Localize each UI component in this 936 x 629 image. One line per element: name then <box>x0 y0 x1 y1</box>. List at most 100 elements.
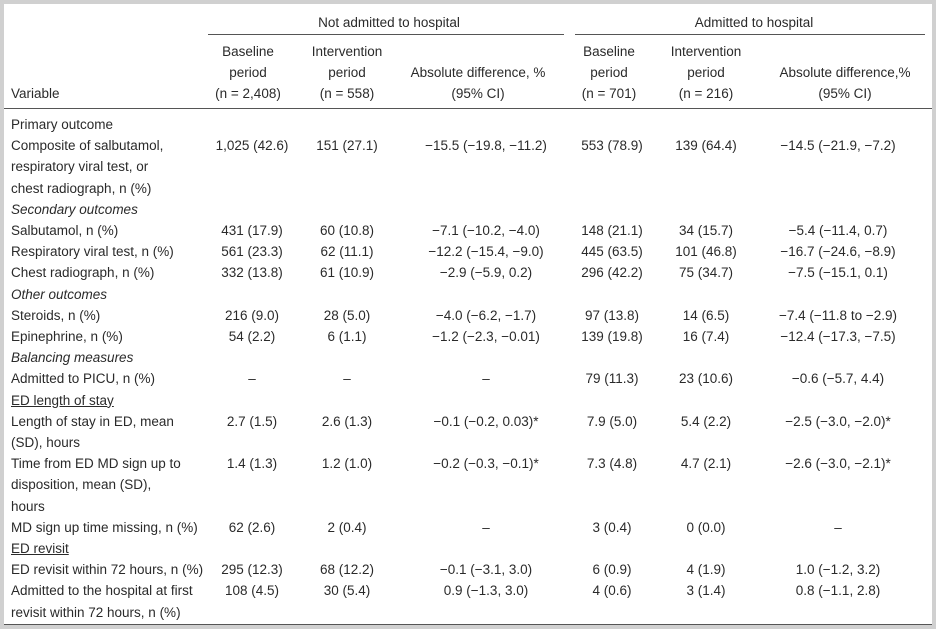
variable-label: hours <box>11 498 45 514</box>
variable-label: Primary outcome <box>11 117 114 132</box>
variable-label: MD sign up time missing, n (%) <box>11 519 198 535</box>
table-cell: 1.0 (−1.2, 3.2) <box>795 562 881 578</box>
table-cell: – <box>482 371 490 387</box>
table-cell: 101 (46.8) <box>675 244 737 260</box>
table-cell: −2.9 (−5.9, 0.2) <box>439 265 533 281</box>
table-cell: 75 (34.7) <box>678 265 734 281</box>
variable-label: disposition, mean (SD), <box>11 477 152 493</box>
column-header: Baseline <box>583 43 635 59</box>
table-cell: 445 (63.5) <box>581 244 643 260</box>
table-cell: 7.3 (4.8) <box>586 456 638 472</box>
table-cell: 4 (1.9) <box>686 562 726 578</box>
variable-label: Time from ED MD sign up to <box>11 456 181 472</box>
table-cell: 0.8 (−1.1, 2.8) <box>795 583 881 599</box>
table-cell: 2 (0.4) <box>327 519 367 535</box>
group-header: Not admitted to hospital <box>318 15 460 30</box>
table-cell: 2.6 (1.3) <box>321 413 373 429</box>
table-cell: 23 (10.6) <box>678 371 734 387</box>
table-cell: −16.7 (−24.6, −8.9) <box>780 244 896 260</box>
table-cell: 139 (19.8) <box>581 329 643 344</box>
table-cell: 28 (5.0) <box>323 307 371 323</box>
table-cell: −5.4 (−11.4, 0.7) <box>788 223 888 238</box>
variable-label: Admitted to the hospital at first <box>11 583 193 599</box>
column-header: (95% CI) <box>451 86 505 101</box>
table-cell: 68 (12.2) <box>319 562 375 578</box>
table-cell: – <box>343 371 351 387</box>
table-cell: 61 (10.9) <box>319 265 375 281</box>
variable-label: Respiratory viral test, n (%) <box>11 244 174 260</box>
bottom-rule <box>4 624 932 625</box>
table-cell: 4.7 (2.1) <box>680 456 732 472</box>
table-cell: 5.4 (2.2) <box>680 413 732 429</box>
table-cell: 332 (13.8) <box>221 265 283 281</box>
column-header: (n = 216) <box>678 86 734 101</box>
table-cell: −12.2 (−15.4, −9.0) <box>428 244 544 260</box>
column-header: Absolute difference, % <box>410 64 546 80</box>
column-header: period <box>590 64 628 80</box>
table-cell: 108 (4.5) <box>224 583 280 599</box>
table-cell: 1.2 (1.0) <box>321 456 373 472</box>
table-cell: 431 (17.9) <box>221 223 283 238</box>
table-cell: 0.9 (−1.3, 3.0) <box>443 583 529 599</box>
variable-label: Salbutamol, n (%) <box>11 223 119 238</box>
variable-label: revisit within 72 hours, n (%) <box>11 604 181 620</box>
table-cell: −14.5 (−21.9, −7.2) <box>780 138 896 154</box>
table-cell: 7.9 (5.0) <box>586 413 638 429</box>
header-rule <box>4 108 932 109</box>
table-cell: 151 (27.1) <box>316 138 378 154</box>
variable-label: respiratory viral test, or <box>11 159 149 175</box>
table-cell: −12.4 (−17.3, −7.5) <box>780 329 896 344</box>
table-cell: −2.6 (−3.0, −2.1)* <box>785 456 891 472</box>
table-cell: 553 (78.9) <box>581 138 643 154</box>
table-cell: 296 (42.2) <box>581 265 643 281</box>
table-cell: −1.2 (−2.3, −0.01) <box>432 329 540 344</box>
table-cell: 62 (11.1) <box>320 244 374 260</box>
variable-header: Variable <box>11 86 60 101</box>
table-cell: −0.2 (−0.3, −0.1)* <box>433 456 539 472</box>
table-cell: 54 (2.2) <box>228 329 276 344</box>
column-header: (n = 2,408) <box>215 86 281 101</box>
table-cell: 60 (10.8) <box>319 223 375 238</box>
table-cell: 62 (2.6) <box>228 519 276 535</box>
table-cell: 79 (11.3) <box>585 371 639 387</box>
table-cell: 3 (1.4) <box>686 583 726 599</box>
variable-label: ED revisit within 72 hours, n (%) <box>11 562 204 578</box>
column-header: Intervention <box>311 43 383 59</box>
table-cell: 139 (64.4) <box>675 138 737 154</box>
table-cell: 216 (9.0) <box>224 307 280 323</box>
table-cell: 148 (21.1) <box>581 223 643 238</box>
table-cell: 0 (0.0) <box>686 519 726 535</box>
column-header: Intervention <box>670 43 742 59</box>
variable-label: Balancing measures <box>11 350 134 366</box>
group-header: Admitted to hospital <box>694 15 814 30</box>
table-cell: – <box>834 519 842 535</box>
variable-label: chest radiograph, n (%) <box>11 180 152 196</box>
table-cell: −0.6 (−5.7, 4.4) <box>791 371 885 387</box>
table-cell: −0.1 (−3.1, 3.0) <box>439 562 533 578</box>
column-header: (95% CI) <box>818 86 872 101</box>
variable-label: Length of stay in ED, mean <box>11 413 174 429</box>
table-cell: −7.4 (−11.8 to −2.9) <box>779 307 897 323</box>
column-header: period <box>328 64 366 80</box>
table-cell: −0.1 (−0.2, 0.03)* <box>433 413 539 429</box>
table-cell: 295 (12.3) <box>221 562 283 578</box>
variable-label: Secondary outcomes <box>11 201 138 217</box>
variable-label: ED revisit <box>11 541 69 556</box>
table-cell: 2.7 (1.5) <box>226 413 278 429</box>
table-cell: 14 (6.5) <box>682 307 730 323</box>
table-cell: 6 (0.9) <box>592 562 632 578</box>
table-cell: −2.5 (−3.0, −2.0)* <box>785 413 891 429</box>
column-header: (n = 701) <box>581 86 637 101</box>
table-cell: 30 (5.4) <box>323 583 371 599</box>
table-cell: 1.4 (1.3) <box>226 456 278 472</box>
table-cell: 561 (23.3) <box>221 244 283 260</box>
table-cell: −7.5 (−15.1, 0.1) <box>788 265 888 281</box>
group-rule <box>575 34 925 35</box>
column-header: period <box>229 64 267 80</box>
table-cell: −4.0 (−6.2, −1.7) <box>435 307 537 323</box>
table-cell: 1,025 (42.6) <box>215 138 289 154</box>
table-cell: −7.1 (−10.2, −4.0) <box>432 223 540 238</box>
table-cell: – <box>482 519 490 535</box>
table-cell: −15.5 (−19.8, −11.2) <box>425 138 547 154</box>
